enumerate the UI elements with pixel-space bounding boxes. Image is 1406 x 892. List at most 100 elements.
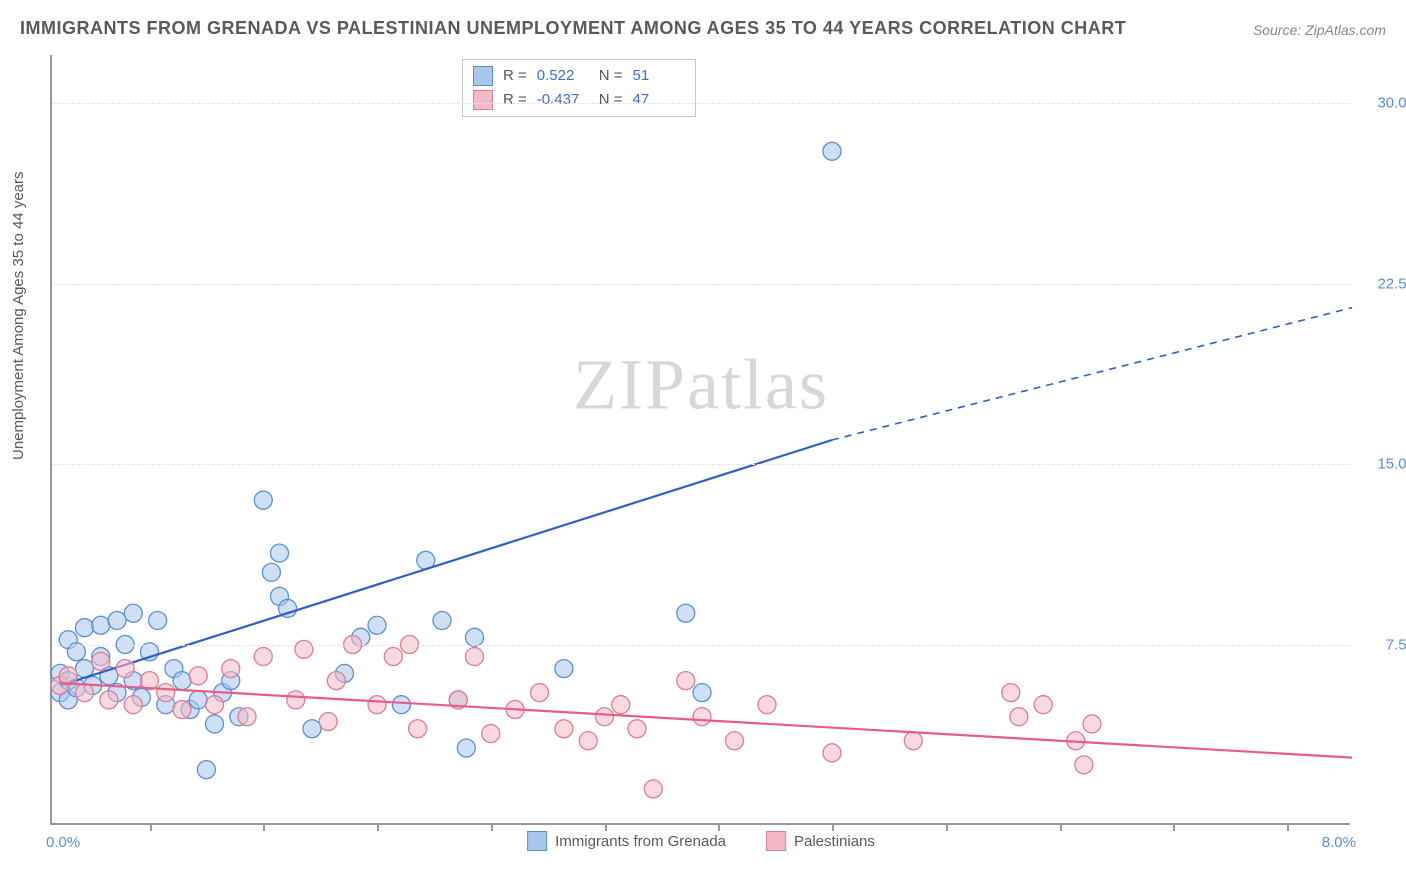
- regression-line-extrapolated: [832, 308, 1352, 440]
- data-point: [92, 616, 110, 634]
- source-attribution: Source: ZipAtlas.com: [1253, 22, 1386, 38]
- data-point: [319, 713, 337, 731]
- data-point: [628, 720, 646, 738]
- data-point: [758, 696, 776, 714]
- data-point: [287, 691, 305, 709]
- data-point: [254, 491, 272, 509]
- scatter-plot: ZIPatlas R = 0.522 N = 51 R = -0.437 N =…: [50, 55, 1350, 825]
- r-value: -0.437: [537, 88, 589, 112]
- legend-label: Palestinians: [794, 833, 875, 850]
- swatch-series-0: [527, 831, 547, 851]
- data-point: [76, 619, 94, 637]
- data-point: [579, 732, 597, 750]
- gridline: [52, 284, 1350, 285]
- data-point: [295, 640, 313, 658]
- data-point: [693, 708, 711, 726]
- series-legend: Immigrants from Grenada Palestinians: [527, 831, 875, 851]
- data-point: [596, 708, 614, 726]
- y-tick-label: 30.0%: [1360, 95, 1406, 112]
- gridline: [52, 103, 1350, 104]
- x-tick: [150, 823, 152, 831]
- legend-item-0: Immigrants from Grenada: [527, 831, 726, 851]
- data-point: [271, 544, 289, 562]
- x-tick: [263, 823, 265, 831]
- x-tick: [1287, 823, 1289, 831]
- data-point: [92, 652, 110, 670]
- n-value: 51: [633, 64, 685, 88]
- data-point: [116, 660, 134, 678]
- x-tick: [832, 823, 834, 831]
- data-point: [327, 672, 345, 690]
- swatch-series-0: [473, 66, 493, 86]
- data-point: [157, 684, 175, 702]
- data-point: [823, 142, 841, 160]
- data-point: [254, 648, 272, 666]
- data-point: [149, 611, 167, 629]
- data-point: [368, 696, 386, 714]
- x-tick: [946, 823, 948, 831]
- data-point: [206, 696, 224, 714]
- x-tick: [1173, 823, 1175, 831]
- r-value: 0.522: [537, 64, 589, 88]
- data-point: [555, 660, 573, 678]
- data-point: [303, 720, 321, 738]
- data-point: [693, 684, 711, 702]
- data-point: [1002, 684, 1020, 702]
- legend-label: Immigrants from Grenada: [555, 833, 726, 850]
- data-point: [206, 715, 224, 733]
- y-tick-label: 22.5%: [1360, 275, 1406, 292]
- n-label: N =: [599, 64, 623, 88]
- data-point: [555, 720, 573, 738]
- stats-row-0: R = 0.522 N = 51: [473, 64, 685, 88]
- x-tick: [718, 823, 720, 831]
- data-point: [1034, 696, 1052, 714]
- regression-line: [60, 440, 832, 685]
- data-point: [612, 696, 630, 714]
- data-point: [100, 691, 118, 709]
- y-axis-label: Unemployment Among Ages 35 to 44 years: [10, 171, 27, 460]
- y-tick-label: 15.0%: [1360, 456, 1406, 473]
- data-point: [466, 648, 484, 666]
- data-point: [238, 708, 256, 726]
- plot-svg: [52, 55, 1352, 825]
- swatch-series-1: [766, 831, 786, 851]
- stats-row-1: R = -0.437 N = 47: [473, 88, 685, 112]
- chart-title: IMMIGRANTS FROM GRENADA VS PALESTINIAN U…: [20, 18, 1126, 39]
- data-point: [173, 672, 191, 690]
- data-point: [108, 611, 126, 629]
- x-tick: [605, 823, 607, 831]
- data-point: [677, 672, 695, 690]
- data-point: [1083, 715, 1101, 733]
- data-point: [189, 691, 207, 709]
- data-point: [392, 696, 410, 714]
- legend-item-1: Palestinians: [766, 831, 875, 851]
- y-tick-label: 7.5%: [1360, 636, 1406, 653]
- data-point: [482, 725, 500, 743]
- r-label: R =: [503, 88, 527, 112]
- data-point: [368, 616, 386, 634]
- data-point: [823, 744, 841, 762]
- data-point: [124, 604, 142, 622]
- x-axis-origin: 0.0%: [46, 834, 80, 851]
- data-point: [384, 648, 402, 666]
- data-point: [76, 684, 94, 702]
- r-label: R =: [503, 64, 527, 88]
- data-point: [409, 720, 427, 738]
- data-point: [124, 696, 142, 714]
- x-tick: [491, 823, 493, 831]
- x-tick: [377, 823, 379, 831]
- swatch-series-1: [473, 90, 493, 110]
- data-point: [457, 739, 475, 757]
- data-point: [1075, 756, 1093, 774]
- data-point: [433, 611, 451, 629]
- data-point: [1010, 708, 1028, 726]
- stats-legend: R = 0.522 N = 51 R = -0.437 N = 47: [462, 59, 696, 117]
- gridline: [52, 464, 1350, 465]
- data-point: [222, 660, 240, 678]
- n-value: 47: [633, 88, 685, 112]
- data-point: [189, 667, 207, 685]
- x-tick: [1060, 823, 1062, 831]
- data-point: [904, 732, 922, 750]
- gridline: [52, 645, 1350, 646]
- x-axis-max: 8.0%: [1322, 834, 1356, 851]
